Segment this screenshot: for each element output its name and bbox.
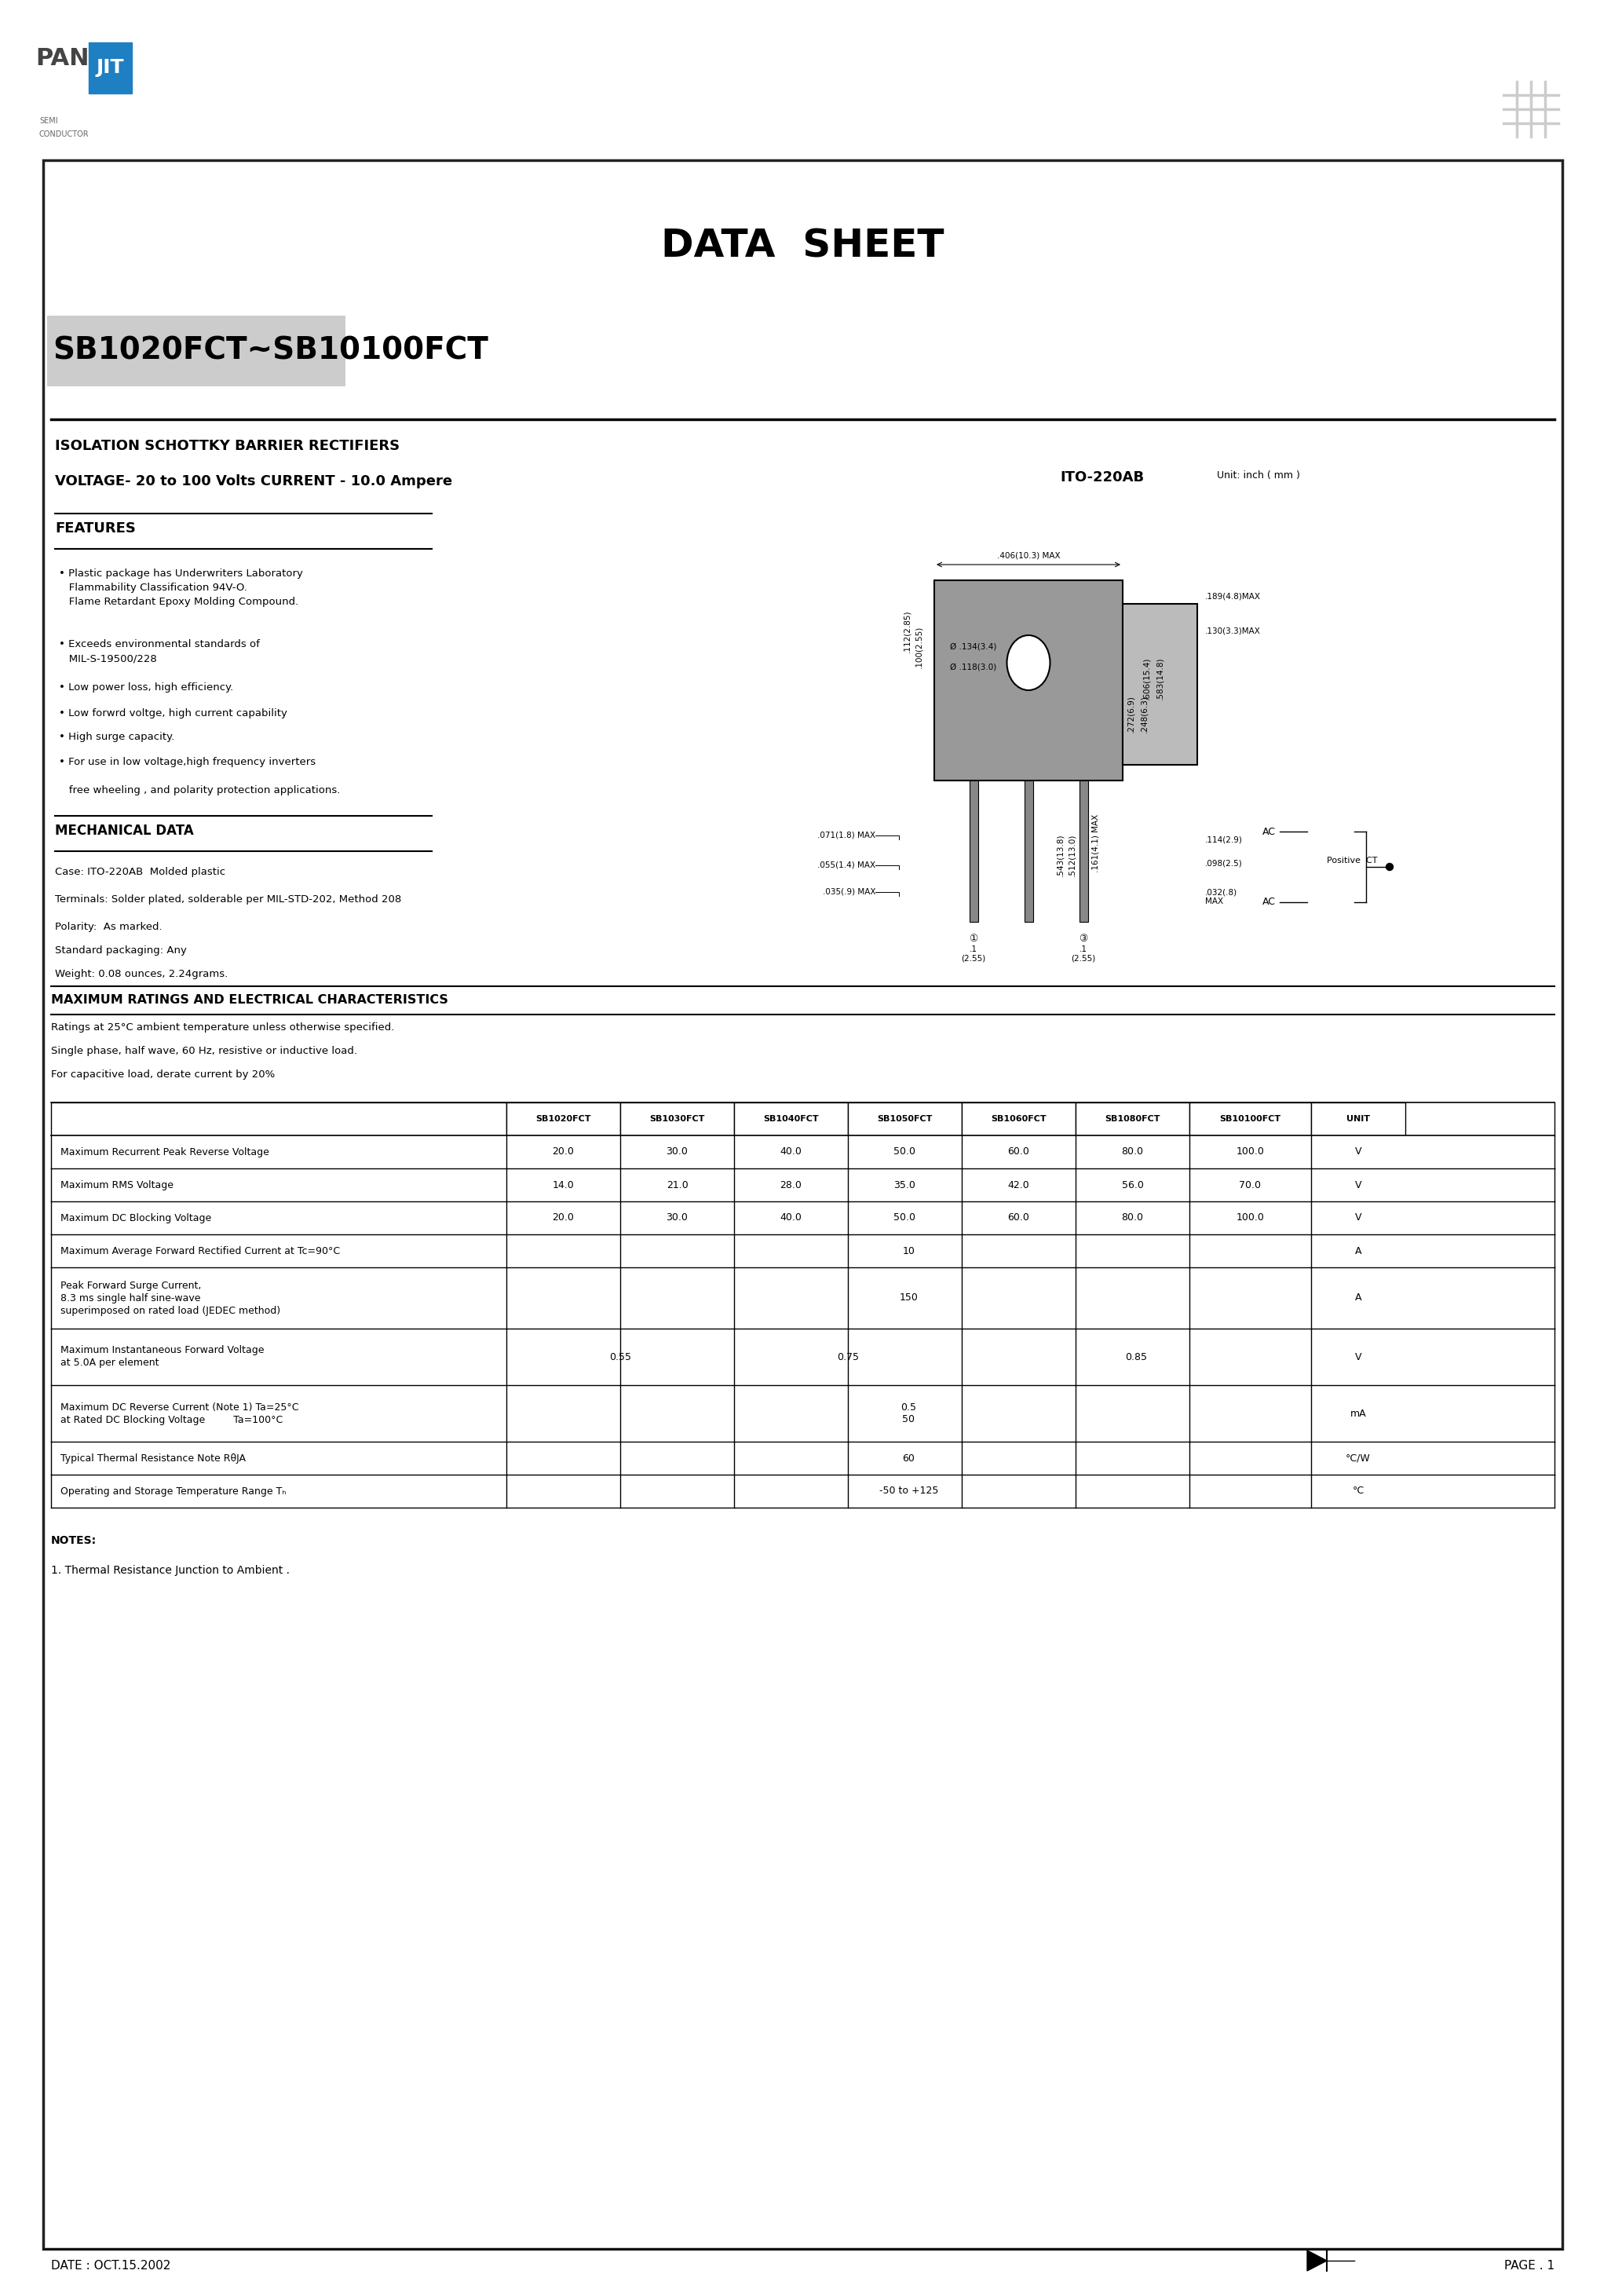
Text: .512(13.0): .512(13.0) (1067, 833, 1075, 877)
Text: SB1020FCT~SB10100FCT: SB1020FCT~SB10100FCT (52, 335, 488, 365)
Text: • Plastic package has Underwriters Laboratory
   Flammability Classification 94V: • Plastic package has Underwriters Labor… (58, 569, 303, 606)
Bar (50, 1235, 1554, 1267)
Text: SB10100FCT: SB10100FCT (1220, 1116, 1281, 1123)
Text: Maximum Recurrent Peak Reverse Voltage: Maximum Recurrent Peak Reverse Voltage (60, 1146, 269, 1157)
Text: SB1020FCT: SB1020FCT (535, 1116, 590, 1123)
FancyBboxPatch shape (89, 41, 131, 94)
Text: 70.0: 70.0 (1239, 1180, 1262, 1189)
Text: For capacitive load, derate current by 20%: For capacitive load, derate current by 2… (50, 1070, 276, 1079)
Text: 0.5
50: 0.5 50 (900, 1403, 916, 1424)
Text: .100(2.55): .100(2.55) (915, 627, 923, 668)
Text: Positive  CT: Positive CT (1327, 856, 1377, 866)
Text: 80.0: 80.0 (1121, 1146, 1144, 1157)
Text: 30.0: 30.0 (667, 1212, 688, 1224)
Text: Maximum DC Reverse Current (Note 1) Ta=25°C
at Rated DC Blocking Voltage        : Maximum DC Reverse Current (Note 1) Ta=2… (60, 1403, 298, 1426)
Text: CONDUCTOR: CONDUCTOR (39, 131, 89, 138)
Text: MAXIMUM RATINGS AND ELECTRICAL CHARACTERISTICS: MAXIMUM RATINGS AND ELECTRICAL CHARACTER… (50, 994, 448, 1006)
Text: JIT: JIT (96, 57, 125, 78)
Text: ISOLATION SCHOTTKY BARRIER RECTIFIERS: ISOLATION SCHOTTKY BARRIER RECTIFIERS (55, 439, 399, 452)
Bar (47, 315, 345, 386)
Text: SB1030FCT: SB1030FCT (649, 1116, 706, 1123)
Bar (506, 1102, 620, 1137)
Bar (1075, 1102, 1189, 1137)
Bar (50, 1442, 1554, 1474)
Text: 60: 60 (902, 1453, 915, 1463)
Text: V: V (1354, 1146, 1361, 1157)
Bar (50, 1329, 1554, 1384)
Text: V: V (1354, 1180, 1361, 1189)
Text: 56.0: 56.0 (1121, 1180, 1144, 1189)
Bar (1311, 1102, 1405, 1137)
Text: 21.0: 21.0 (667, 1180, 688, 1189)
Text: .606(15.4): .606(15.4) (1142, 657, 1150, 700)
Bar (848, 1102, 962, 1137)
Text: 1. Thermal Resistance Junction to Ambient .: 1. Thermal Resistance Junction to Ambien… (50, 1566, 290, 1575)
Text: ①: ① (968, 934, 978, 944)
Text: SB1040FCT: SB1040FCT (764, 1116, 819, 1123)
Text: .035(.9) MAX: .035(.9) MAX (822, 889, 876, 895)
Text: Maximum Instantaneous Forward Voltage
at 5.0A per element: Maximum Instantaneous Forward Voltage at… (60, 1345, 264, 1368)
Text: Single phase, half wave, 60 Hz, resistive or inductive load.: Single phase, half wave, 60 Hz, resistiv… (50, 1047, 357, 1056)
Text: • Low forwrd voltge, high current capability: • Low forwrd voltge, high current capabi… (58, 707, 287, 719)
Text: Polarity:  As marked.: Polarity: As marked. (55, 923, 162, 932)
Text: FEATURES: FEATURES (55, 521, 136, 535)
Text: • Exceeds environmental standards of
   MIL-S-19500/228: • Exceeds environmental standards of MIL… (58, 638, 260, 664)
Text: .071(1.8) MAX: .071(1.8) MAX (817, 831, 876, 840)
Text: SEMI: SEMI (39, 117, 58, 124)
Text: SB1050FCT: SB1050FCT (878, 1116, 933, 1123)
Text: 80.0: 80.0 (1121, 1212, 1144, 1224)
Text: Typical Thermal Resistance Note RθJA: Typical Thermal Resistance Note RθJA (60, 1453, 247, 1463)
Bar (50, 1201, 1554, 1235)
Bar (962, 1102, 1075, 1137)
Text: Operating and Storage Temperature Range Tₕ: Operating and Storage Temperature Range … (60, 1486, 285, 1497)
Text: • High surge capacity.: • High surge capacity. (58, 732, 175, 742)
Text: V: V (1354, 1212, 1361, 1224)
Bar (1023, 781, 1033, 923)
Text: .543(13.8): .543(13.8) (1056, 833, 1064, 877)
Text: AC: AC (1262, 898, 1277, 907)
Bar (1079, 781, 1088, 923)
Text: 0.75: 0.75 (837, 1352, 860, 1362)
Text: .098(2.5): .098(2.5) (1205, 859, 1242, 868)
Text: .130(3.3)MAX: .130(3.3)MAX (1205, 627, 1260, 636)
Text: • For use in low voltage,high frequency inverters

   free wheeling , and polari: • For use in low voltage,high frequency … (58, 758, 341, 794)
Text: Standard packaging: Any: Standard packaging: Any (55, 946, 187, 955)
Text: SB1080FCT: SB1080FCT (1105, 1116, 1160, 1123)
Text: .055(1.4) MAX: .055(1.4) MAX (817, 861, 876, 870)
Text: MECHANICAL DATA: MECHANICAL DATA (55, 824, 193, 838)
Text: 14.0: 14.0 (553, 1180, 574, 1189)
Text: Maximum Average Forward Rectified Current at Tc=90°C: Maximum Average Forward Rectified Curren… (60, 1247, 341, 1256)
Text: AC: AC (1262, 827, 1277, 836)
Text: .112(2.85): .112(2.85) (903, 611, 910, 652)
Text: Ratings at 25°C ambient temperature unless otherwise specified.: Ratings at 25°C ambient temperature unle… (50, 1022, 394, 1033)
Text: 150: 150 (899, 1293, 918, 1304)
Text: .161(4.1) MAX: .161(4.1) MAX (1092, 815, 1100, 872)
Text: .406(10.3) MAX: .406(10.3) MAX (998, 551, 1061, 560)
Text: 35.0: 35.0 (894, 1180, 916, 1189)
Bar (50, 1102, 506, 1137)
Bar (934, 581, 1122, 781)
Text: 100.0: 100.0 (1236, 1146, 1264, 1157)
Text: .1
(2.55): .1 (2.55) (1071, 946, 1096, 962)
Text: 50.0: 50.0 (894, 1212, 916, 1224)
Text: PAN: PAN (36, 48, 89, 69)
Text: -50 to +125: -50 to +125 (879, 1486, 939, 1497)
Text: °C: °C (1353, 1486, 1364, 1497)
Text: ③: ③ (1079, 934, 1088, 944)
Text: DATE : OCT.15.2002: DATE : OCT.15.2002 (50, 2259, 170, 2273)
Text: Case: ITO-220AB  Molded plastic: Case: ITO-220AB Molded plastic (55, 868, 225, 877)
Text: mA: mA (1350, 1407, 1366, 1419)
Polygon shape (1307, 2250, 1327, 2271)
Text: .032(.8)
MAX: .032(.8) MAX (1205, 889, 1238, 905)
Text: 60.0: 60.0 (1007, 1212, 1030, 1224)
Text: V: V (1354, 1352, 1361, 1362)
Text: 20.0: 20.0 (553, 1146, 574, 1157)
Text: UNIT: UNIT (1346, 1116, 1371, 1123)
Text: Maximum DC Blocking Voltage: Maximum DC Blocking Voltage (60, 1212, 211, 1224)
Text: 28.0: 28.0 (780, 1180, 801, 1189)
Text: 10: 10 (902, 1247, 915, 1256)
Text: VOLTAGE- 20 to 100 Volts CURRENT - 10.0 Ampere: VOLTAGE- 20 to 100 Volts CURRENT - 10.0 … (55, 475, 453, 489)
Bar (1189, 1102, 1311, 1137)
Text: Weight: 0.08 ounces, 2.24grams.: Weight: 0.08 ounces, 2.24grams. (55, 969, 227, 978)
Ellipse shape (1007, 636, 1049, 691)
